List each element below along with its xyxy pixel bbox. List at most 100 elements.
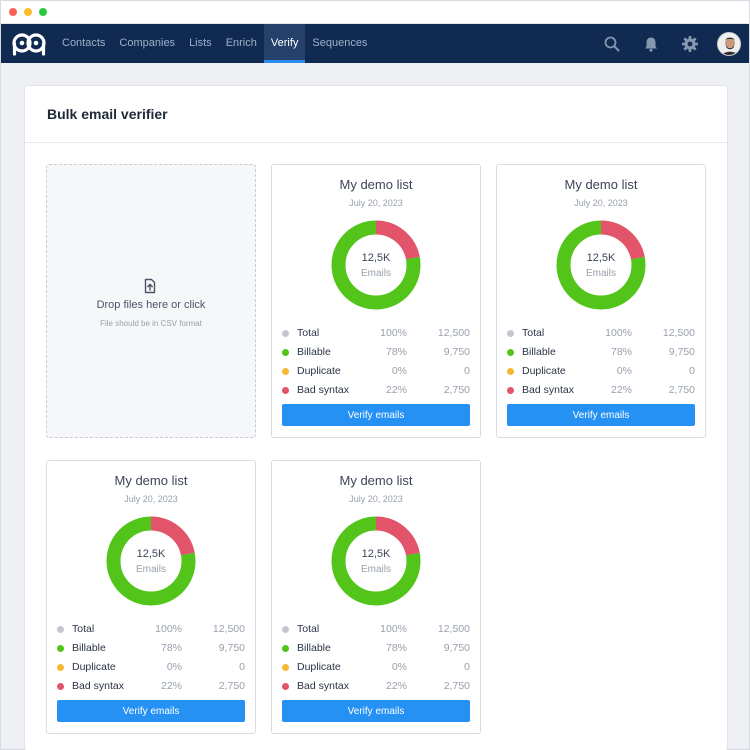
window-titlebar bbox=[1, 1, 749, 24]
donut-segment-billable bbox=[106, 516, 196, 606]
stat-percent: 100% bbox=[155, 623, 182, 635]
stat-percent: 0% bbox=[391, 661, 407, 673]
stat-label: Total bbox=[297, 327, 320, 339]
stat-label: Bad syntax bbox=[297, 384, 349, 396]
stat-dot-icon bbox=[507, 349, 514, 356]
minimize-window-button[interactable] bbox=[24, 8, 32, 16]
gear-icon[interactable] bbox=[681, 35, 699, 53]
nav-item-enrich[interactable]: Enrich bbox=[225, 37, 257, 49]
card-date: July 20, 2023 bbox=[124, 494, 178, 504]
card-date: July 20, 2023 bbox=[349, 494, 403, 504]
stat-percent: 22% bbox=[160, 680, 182, 692]
stat-percent: 100% bbox=[605, 327, 632, 339]
emails-donut-chart bbox=[106, 516, 196, 606]
card-title: My demo list bbox=[114, 473, 188, 488]
stat-row-bad-syntax: Bad syntax 22% 2,750 bbox=[507, 382, 695, 401]
stat-row-duplicate: Duplicate 0% 0 bbox=[282, 363, 470, 382]
card-title: My demo list bbox=[339, 177, 413, 192]
stat-row-total: Total 100% 12,500 bbox=[282, 325, 470, 344]
stat-percent: 78% bbox=[385, 346, 407, 358]
card-title: My demo list bbox=[339, 473, 413, 488]
stat-row-bad-syntax: Bad syntax 22% 2,750 bbox=[57, 678, 245, 697]
donut-center-value: 12,5K bbox=[136, 548, 166, 560]
maximize-window-button[interactable] bbox=[39, 8, 47, 16]
app-logo[interactable] bbox=[12, 30, 46, 56]
dropzone-hint: File should be in CSV format bbox=[100, 319, 202, 328]
stat-row-duplicate: Duplicate 0% 0 bbox=[57, 659, 245, 678]
stat-row-billable: Billable 78% 9,750 bbox=[57, 640, 245, 659]
donut-center-value: 12,5K bbox=[361, 548, 391, 560]
stat-row-billable: Billable 78% 9,750 bbox=[282, 640, 470, 659]
stat-label: Duplicate bbox=[72, 661, 116, 673]
nav-item-sequences[interactable]: Sequences bbox=[312, 37, 368, 49]
stat-dot-icon bbox=[282, 330, 289, 337]
stat-label: Duplicate bbox=[297, 365, 341, 377]
stats-list: Total 100% 12,500 Billable 78% 9,750 Duplicate… bbox=[57, 621, 245, 697]
nav-item-lists[interactable]: Lists bbox=[189, 37, 212, 49]
stats-list: Total 100% 12,500 Billable 78% 9,750 Duplicate… bbox=[282, 325, 470, 401]
top-navbar: Contacts Companies Lists Enrich Verify Sequen… bbox=[1, 24, 749, 63]
verify-emails-button[interactable]: Verify emails bbox=[282, 404, 470, 426]
stat-percent: 100% bbox=[380, 623, 407, 635]
stat-dot-icon bbox=[57, 645, 64, 652]
user-avatar-image bbox=[718, 33, 740, 55]
stat-count: 12,500 bbox=[662, 327, 695, 339]
stat-row-bad-syntax: Bad syntax 22% 2,750 bbox=[282, 382, 470, 401]
donut-segment-billable bbox=[556, 220, 646, 310]
file-dropzone[interactable]: Drop files here or click File should be … bbox=[46, 164, 256, 438]
card-title: My demo list bbox=[564, 177, 638, 192]
stat-dot-icon bbox=[507, 387, 514, 394]
stat-count: 2,750 bbox=[443, 384, 470, 396]
nav-item-contacts[interactable]: Contacts bbox=[62, 37, 106, 49]
stat-dot-icon bbox=[282, 387, 289, 394]
stat-label: Duplicate bbox=[522, 365, 566, 377]
search-icon[interactable] bbox=[603, 35, 621, 53]
stat-dot-icon bbox=[57, 683, 64, 690]
stat-dot-icon bbox=[282, 645, 289, 652]
stats-list: Total 100% 12,500 Billable 78% 9,750 Duplicate… bbox=[507, 325, 695, 401]
stat-row-billable: Billable 78% 9,750 bbox=[507, 344, 695, 363]
emails-donut-chart bbox=[556, 220, 646, 310]
page-title: Bulk email verifier bbox=[47, 106, 168, 122]
stat-dot-icon bbox=[282, 664, 289, 671]
card-date: July 20, 2023 bbox=[574, 198, 628, 208]
donut-segment-billable bbox=[331, 516, 421, 606]
stat-count: 12,500 bbox=[437, 327, 470, 339]
stat-label: Billable bbox=[297, 346, 331, 358]
stat-percent: 22% bbox=[385, 384, 407, 396]
stat-count: 2,750 bbox=[668, 384, 695, 396]
stat-count: 9,750 bbox=[218, 642, 245, 654]
donut-center-label: Emails bbox=[360, 268, 391, 279]
stat-count: 0 bbox=[689, 365, 695, 377]
panel-header: Bulk email verifier bbox=[25, 86, 727, 143]
stat-dot-icon bbox=[282, 349, 289, 356]
nav-item-companies[interactable]: Companies bbox=[119, 37, 176, 49]
stat-count: 2,750 bbox=[443, 680, 470, 692]
close-window-button[interactable] bbox=[9, 8, 17, 16]
nav-item-verify[interactable]: Verify bbox=[263, 24, 306, 63]
stat-percent: 78% bbox=[385, 642, 407, 654]
list-card: My demo list July 20, 2023 12,5K Emails Tota… bbox=[496, 164, 706, 438]
donut-center-value: 12,5K bbox=[361, 252, 391, 264]
stat-count: 0 bbox=[464, 365, 470, 377]
stat-label: Billable bbox=[522, 346, 556, 358]
stat-percent: 22% bbox=[385, 680, 407, 692]
verify-emails-button[interactable]: Verify emails bbox=[57, 700, 245, 722]
stat-label: Bad syntax bbox=[522, 384, 574, 396]
stat-count: 2,750 bbox=[218, 680, 245, 692]
donut-center-value: 12,5K bbox=[586, 252, 616, 264]
stat-label: Total bbox=[522, 327, 545, 339]
user-avatar[interactable] bbox=[717, 32, 741, 56]
verify-emails-button[interactable]: Verify emails bbox=[507, 404, 695, 426]
stat-dot-icon bbox=[282, 683, 289, 690]
upload-icon bbox=[144, 278, 156, 294]
donut-segment-billable bbox=[331, 220, 421, 310]
emails-donut-chart bbox=[331, 220, 421, 310]
stats-list: Total 100% 12,500 Billable 78% 9,750 Duplicate… bbox=[282, 621, 470, 697]
bell-icon[interactable] bbox=[642, 35, 660, 53]
emails-donut-chart bbox=[331, 516, 421, 606]
stat-row-duplicate: Duplicate 0% 0 bbox=[507, 363, 695, 382]
stat-dot-icon bbox=[507, 330, 514, 337]
verify-emails-button[interactable]: Verify emails bbox=[282, 700, 470, 722]
